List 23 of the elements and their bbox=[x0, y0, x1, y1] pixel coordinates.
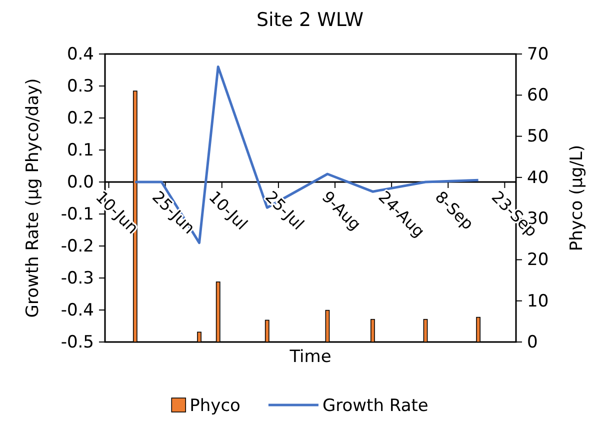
x-axis-title: Time bbox=[288, 347, 332, 367]
y2-tick-label: 70 bbox=[527, 44, 549, 64]
y2-tick-label: 0 bbox=[527, 332, 538, 352]
chart-title: Site 2 WLW bbox=[256, 9, 364, 31]
y2-tick-label: 50 bbox=[527, 126, 549, 147]
y-tick-label: 0.2 bbox=[66, 108, 94, 128]
y2-tick-label: 10 bbox=[527, 291, 549, 312]
y-tick-label: -0.2 bbox=[60, 236, 94, 256]
legend-label: Phyco bbox=[190, 396, 240, 416]
y-tick-label: 0.4 bbox=[66, 44, 94, 64]
y2-axis-title: Phyco (µg/L) bbox=[567, 144, 587, 252]
y2-tick-label: 60 bbox=[527, 86, 549, 106]
y-tick-label: 0.0 bbox=[66, 172, 94, 192]
y2-tick-label: 40 bbox=[527, 168, 549, 188]
y-axis-title: Growth Rate (µg Phyco/day) bbox=[23, 78, 43, 318]
y-tick-label: -0.5 bbox=[60, 332, 94, 352]
y-tick-label: 0.1 bbox=[66, 140, 94, 160]
y-tick-label: -0.1 bbox=[60, 204, 94, 224]
legend-label: Growth Rate bbox=[322, 396, 428, 416]
y-tick-label: -0.3 bbox=[60, 268, 94, 288]
y-tick-label: -0.4 bbox=[60, 300, 94, 320]
y-tick-label: 0.3 bbox=[66, 76, 94, 96]
y2-tick-label: 20 bbox=[527, 250, 549, 270]
